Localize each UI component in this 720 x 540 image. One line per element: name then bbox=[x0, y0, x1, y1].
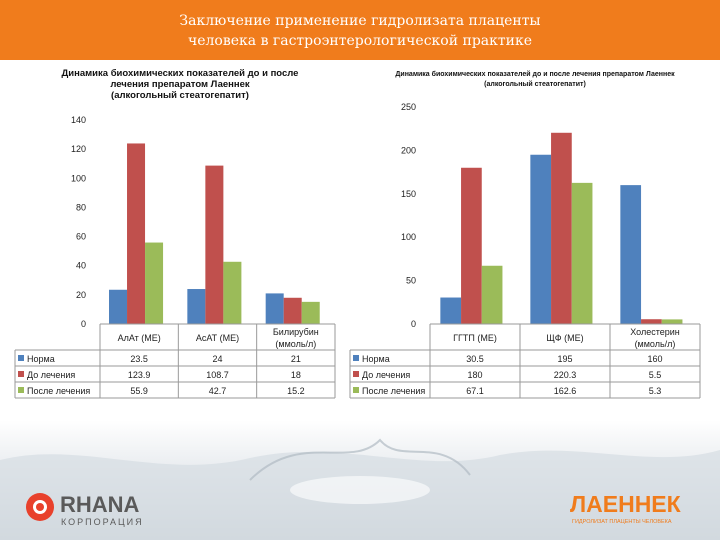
chart2-legend-label: Норма bbox=[362, 354, 390, 364]
chart1-category-label: АлАт (МЕ) bbox=[118, 333, 161, 343]
chart1-title-line-2: лечения препаратом Лаеннек bbox=[110, 79, 250, 90]
chart2-title-line-1: Динамика биохимических показателей до и … bbox=[395, 71, 675, 78]
chart2-bar bbox=[551, 132, 572, 324]
chart2-bar bbox=[641, 319, 662, 324]
chart1-category-label: Билирубин (ммоль/л) bbox=[273, 327, 319, 349]
chart1-bar bbox=[205, 165, 224, 324]
chart2-category-label: ГГТП (МЕ) bbox=[453, 333, 497, 343]
rhana-logo-sub: КОРПОРАЦИЯ bbox=[61, 517, 144, 527]
chart1-ytick-label: 60 bbox=[76, 232, 86, 242]
chart2-ytick-label: 100 bbox=[401, 232, 416, 242]
chart1-data-label: 123.9 bbox=[128, 370, 151, 380]
slide-title-line-1: Заключение применение гидролизата плацен… bbox=[179, 13, 541, 29]
chart2-bar bbox=[440, 297, 462, 324]
chart2-data-label: 5.5 bbox=[649, 370, 662, 380]
chart1-ytick-label: 40 bbox=[76, 261, 86, 271]
chart2-data-label: 195 bbox=[557, 354, 572, 364]
chart2-legend-key bbox=[353, 371, 359, 377]
chart1-bar bbox=[187, 289, 206, 324]
chart2-bar bbox=[661, 319, 683, 324]
chart1-data-label: 15.2 bbox=[287, 386, 305, 396]
laennec-logo-image: ЛАЕННЕК ГИДРОЛИЗАТ ПЛАЦЕНТЫ ЧЕЛОВЕКА bbox=[570, 491, 682, 525]
chart2-data-label: 30.5 bbox=[466, 354, 484, 364]
chart2-category-label: Холестерин (ммоль/л) bbox=[630, 327, 680, 349]
chart2-legend-key bbox=[353, 355, 359, 361]
chart2-legend-key bbox=[353, 387, 359, 393]
water-splash-image bbox=[0, 420, 720, 540]
laennec-logo-sub: ГИДРОЛИЗАТ ПЛАЦЕНТЫ ЧЕЛОВЕКА bbox=[572, 519, 672, 525]
chart2-legend-label: До лечения bbox=[362, 370, 410, 380]
chart1-legend-label: До лечения bbox=[27, 370, 75, 380]
rhana-logo: RHANA КОРПОРАЦИЯ bbox=[22, 485, 172, 530]
rhana-logo-name: RHANA bbox=[60, 492, 140, 517]
laennec-logo: ЛАЕННЕК ГИДРОЛИЗАТ ПЛАЦЕНТЫ ЧЕЛОВЕКА bbox=[560, 485, 710, 530]
chart1-bar bbox=[109, 289, 128, 324]
chart2-bar bbox=[461, 167, 482, 324]
chart2-ytick-label: 250 bbox=[401, 102, 416, 112]
chart2-title: Динамика биохимических показателей до и … bbox=[355, 70, 715, 90]
chart2: 0 50 100 150 200 250 ГГТП (МЕ) ЩФ (МЕ) Холестери… bbox=[349, 102, 701, 399]
chart1-title: Динамика биохимических показателей до и … bbox=[15, 68, 345, 101]
chart2-bar bbox=[571, 182, 593, 324]
chart1-legend-key bbox=[18, 371, 24, 377]
chart1-data-label: 24 bbox=[212, 354, 222, 364]
chart1-ytick-label: 0 bbox=[81, 319, 86, 329]
laennec-logo-name: ЛАЕННЕК bbox=[570, 491, 682, 517]
chart1-data-label: 55.9 bbox=[130, 386, 148, 396]
slide-header: Заключение применение гидролизата плацен… bbox=[0, 0, 720, 60]
chart1-legend-label: Норма bbox=[27, 354, 55, 364]
chart2-bar bbox=[620, 185, 642, 324]
slide-title-line-2: человека в гастроэнтерологической практи… bbox=[188, 33, 532, 49]
chart1-data-label: 18 bbox=[291, 370, 301, 380]
chart2-data-label: 220.3 bbox=[554, 370, 577, 380]
chart1-data-label: 108.7 bbox=[206, 370, 229, 380]
chart1-data-label: 21 bbox=[291, 354, 301, 364]
chart1-bar bbox=[283, 297, 302, 324]
chart2-bar bbox=[530, 154, 552, 324]
chart1-bar bbox=[127, 143, 146, 324]
chart1-ytick-label: 140 bbox=[71, 115, 86, 125]
chart1-legend-key bbox=[18, 387, 24, 393]
chart1-ytick-label: 20 bbox=[76, 290, 86, 300]
chart1-data-label: 23.5 bbox=[130, 354, 148, 364]
chart2-data-label: 162.6 bbox=[554, 386, 577, 396]
chart2-bar bbox=[481, 265, 503, 324]
chart2-ytick-label: 0 bbox=[411, 319, 416, 329]
chart1-bar bbox=[265, 293, 284, 324]
chart2-title-line-2: (алкогольный стеатогепатит) bbox=[484, 81, 586, 88]
chart1-bar bbox=[301, 301, 320, 324]
rhana-logo-image: RHANA КОРПОРАЦИЯ bbox=[26, 492, 144, 527]
chart1-legend-key bbox=[18, 355, 24, 361]
chart2-ytick-label: 50 bbox=[406, 276, 416, 286]
chart2-ytick-label: 200 bbox=[401, 145, 416, 155]
chart2-data-label: 5.3 bbox=[649, 386, 662, 396]
chart1-legend-label: После лечения bbox=[27, 386, 90, 396]
chart2-category-label: ЩФ (МЕ) bbox=[546, 333, 583, 343]
chart2-data-label: 67.1 bbox=[466, 386, 484, 396]
chart1-category-label: АсАТ (МЕ) bbox=[196, 333, 239, 343]
chart1-bar bbox=[145, 242, 164, 324]
chart2-data-label: 180 bbox=[467, 370, 482, 380]
chart1-data-label: 42.7 bbox=[209, 386, 227, 396]
chart1-ytick-label: 100 bbox=[71, 173, 86, 183]
chart1-title-line-3: (алкогольный стеатогепатит) bbox=[111, 90, 249, 101]
chart1-ytick-label: 80 bbox=[76, 202, 86, 212]
chart1-bar bbox=[223, 261, 242, 324]
chart2-ytick-label: 150 bbox=[401, 189, 416, 199]
chart1: 0 20 40 60 80 100 120 140 АлАт (МЕ) АсАТ (МЕ) Били… bbox=[14, 115, 336, 399]
chart2-data-label: 160 bbox=[647, 354, 662, 364]
chart1-title-line-1: Динамика биохимических показателей до и … bbox=[61, 68, 299, 79]
chart2-legend-label: После лечения bbox=[362, 386, 425, 396]
chart1-ytick-label: 120 bbox=[71, 144, 86, 154]
